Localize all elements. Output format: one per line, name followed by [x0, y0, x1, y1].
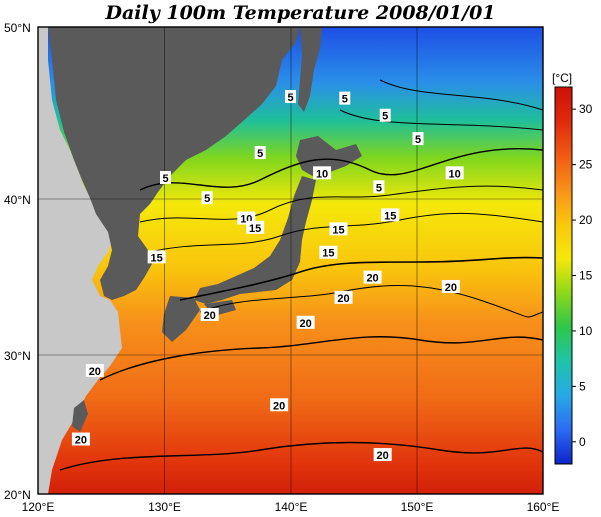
contour-label-box: [270, 398, 289, 412]
x-tick-130: 130°E: [148, 500, 181, 514]
contour-label: 20: [366, 273, 378, 285]
contour-label: 15: [332, 224, 344, 236]
colorbar-tick-label: 25: [579, 158, 593, 172]
y-tick-40: 40°N: [4, 193, 31, 207]
x-tick-150: 150°E: [401, 500, 434, 514]
contour-label: 20: [377, 450, 389, 462]
contour-label: 10: [449, 168, 461, 180]
contour-label-box: [254, 146, 266, 160]
contour-label: 5: [257, 148, 263, 160]
taiwan-land: [72, 400, 88, 432]
contour-label-box: [379, 108, 391, 122]
grid-lines: [38, 27, 543, 494]
contour-label: 5: [162, 173, 168, 185]
contour-label-box: [285, 90, 296, 104]
contour-label-box: [160, 170, 172, 184]
contour-label: 5: [415, 134, 421, 146]
contour-label-box: [329, 222, 348, 236]
contour-label: 20: [89, 366, 101, 378]
y-tick-50: 50°N: [4, 21, 31, 35]
contour-label-box: [412, 132, 424, 146]
contour-label: 20: [445, 282, 457, 294]
colorbar-ticks: 30 25 20 15 10 5 0: [572, 102, 593, 449]
contour-label-box: [246, 220, 265, 234]
colorbar-tick-label: 10: [579, 324, 593, 338]
y-tick-20: 20°N: [4, 488, 31, 502]
contour-label: 20: [337, 293, 349, 305]
contour-label-box: [319, 245, 338, 259]
x-tick-160: 160°E: [527, 500, 560, 514]
contour-label-box: [313, 166, 332, 180]
contour-label: 5: [204, 193, 210, 205]
asia-land: [48, 27, 300, 300]
contour-label-box: [200, 307, 219, 321]
contour-label-box: [334, 290, 353, 304]
map-title: Daily 100m Temperature 2008/01/01: [105, 2, 496, 24]
contour-label: 5: [382, 111, 388, 123]
contour-label: 20: [273, 400, 285, 412]
contour-label-box: [381, 208, 400, 222]
contour-label: 5: [376, 182, 382, 194]
colorbar-tick-label: 20: [579, 213, 593, 227]
sakhalin-land: [298, 27, 322, 112]
contour-label: 20: [75, 435, 87, 447]
contour-label-box: [445, 166, 464, 180]
contour-label-box: [373, 448, 392, 462]
contour-label: 5: [342, 94, 348, 106]
contour-label-box: [85, 364, 104, 378]
contour-label-box: [296, 315, 315, 329]
colorbar: [554, 86, 573, 465]
contour-label-box: [339, 91, 351, 105]
colorbar-tick-label: 30: [579, 102, 593, 116]
y-tick-30: 30°N: [4, 349, 31, 363]
contour-label-box: [373, 180, 385, 194]
colorbar-tick-label: 0: [579, 435, 586, 449]
colorbar-tick-label: 5: [579, 379, 586, 393]
contour-label: 15: [322, 248, 334, 260]
x-tick-120: 120°E: [22, 500, 55, 514]
contour-label: 20: [300, 318, 312, 330]
contour-label: 10: [316, 168, 328, 180]
contour-label-box: [201, 191, 213, 205]
contour-label-box: [363, 270, 382, 284]
contour-label: 20: [204, 310, 216, 322]
kyushu-land: [162, 296, 200, 342]
contour-label-box: [147, 250, 166, 264]
contour-label: 5: [287, 92, 293, 104]
colorbar-tick-label: 15: [579, 269, 593, 283]
contour-label-box: [441, 279, 460, 293]
contour-label: 15: [384, 210, 396, 222]
colorbar-unit: [°C]: [552, 71, 572, 85]
hokkaido-land: [296, 136, 362, 178]
contour-label: 15: [151, 252, 163, 264]
contour-label: 15: [249, 223, 261, 235]
honshu-land: [194, 176, 316, 304]
china-land: [38, 27, 122, 494]
x-tick-140: 140°E: [275, 500, 308, 514]
contour-label-box: [71, 432, 90, 446]
map-frame: [37, 26, 544, 495]
